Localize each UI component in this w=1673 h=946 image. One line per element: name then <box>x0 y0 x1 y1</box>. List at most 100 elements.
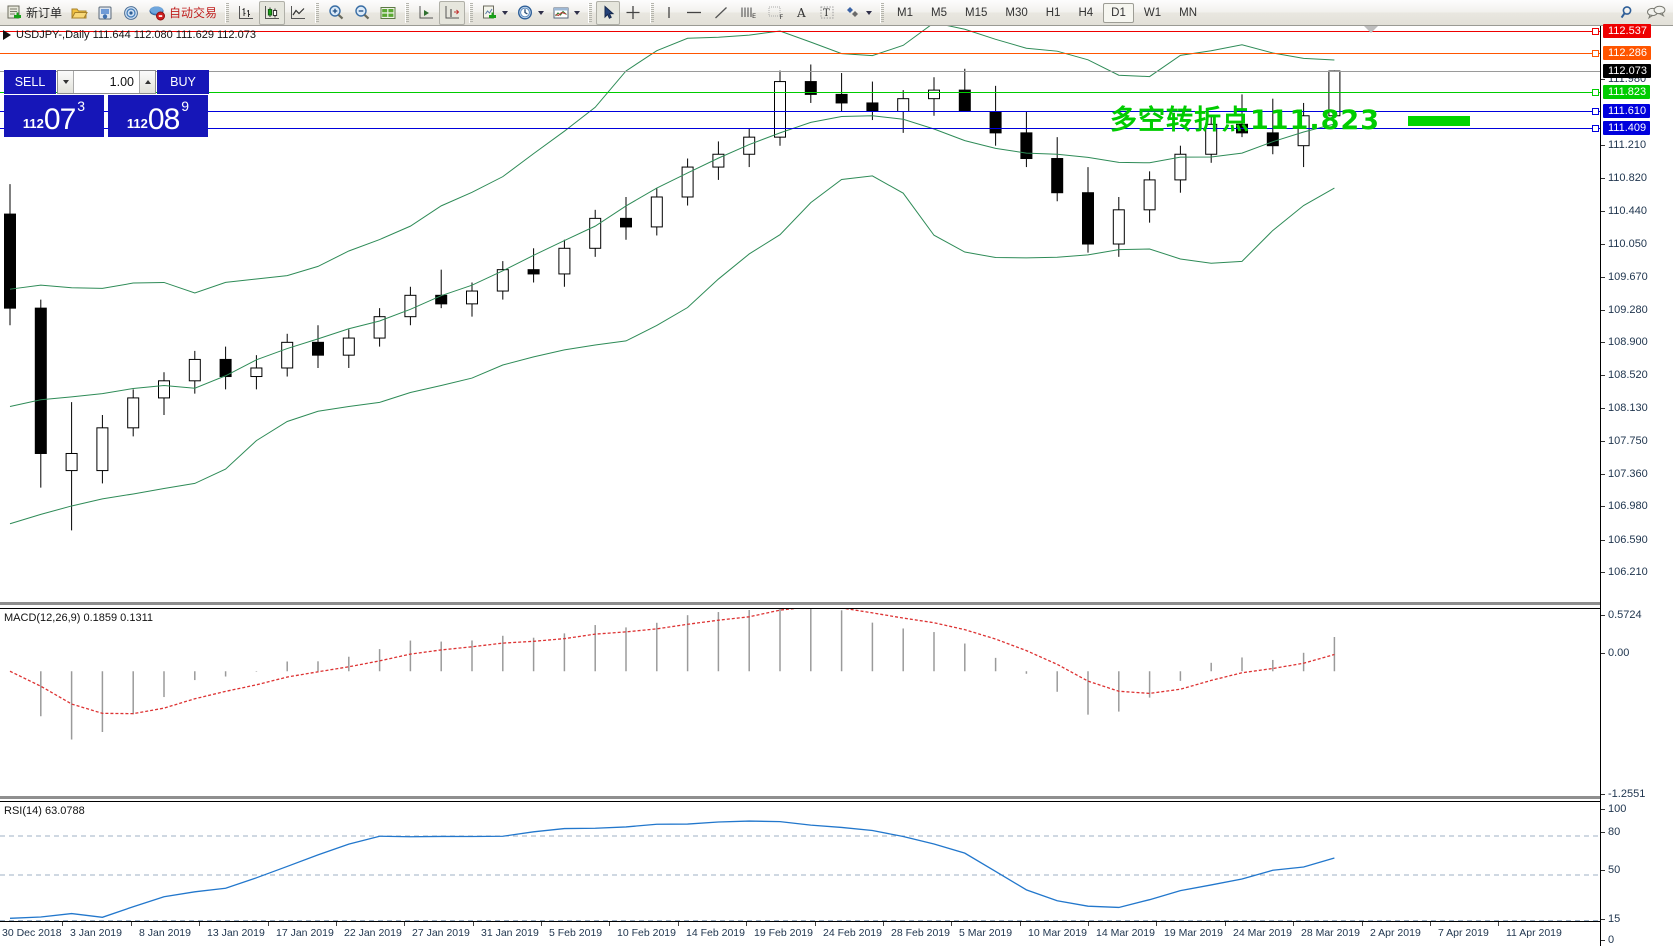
svg-text:E: E <box>752 12 756 20</box>
macd-signal-line <box>9 606 1335 715</box>
timeframe-h1[interactable]: H1 <box>1045 6 1061 19</box>
shift-end-button[interactable] <box>413 1 439 25</box>
zoom-out-button[interactable] <box>349 1 375 25</box>
folder-button[interactable] <box>66 1 92 25</box>
price-tick: 106.210 <box>1601 566 1673 579</box>
chevron-down-icon-2[interactable] <box>538 10 545 15</box>
fibo-icon: E <box>741 7 756 20</box>
sell-price-main: 07 <box>43 103 76 136</box>
one-click-trading-panel[interactable]: SELL 1.00 BUY 112 07 3 <box>4 70 209 137</box>
text-label-button[interactable]: T <box>814 1 840 25</box>
tile-windows-button[interactable] <box>375 1 401 25</box>
price-badge[interactable]: 112.537 <box>1603 24 1651 39</box>
line-chart-button[interactable] <box>285 1 311 25</box>
tile-windows-icon <box>380 6 396 19</box>
objects-button[interactable] <box>840 1 876 25</box>
price-badge[interactable]: 112.286 <box>1603 45 1651 60</box>
price-tick: 110.050 <box>1601 238 1673 251</box>
fibonacci-button[interactable]: E <box>734 1 762 25</box>
level-line-112.073[interactable] <box>0 71 1600 73</box>
sell-button[interactable]: SELL <box>4 70 56 94</box>
volume-value[interactable]: 1.00 <box>109 75 134 89</box>
pane-separator-1 <box>0 602 1600 605</box>
level-line-111.823[interactable] <box>0 92 1600 94</box>
hline-button[interactable] <box>680 1 708 25</box>
timeframe-d1[interactable]: D1 <box>1103 2 1134 23</box>
vline-button[interactable] <box>658 1 680 25</box>
profile-icon <box>98 6 112 19</box>
buy-price-display[interactable]: 112 08 9 <box>108 95 208 137</box>
candlestick-chart-button[interactable] <box>259 0 286 25</box>
svg-text:F: F <box>780 13 784 21</box>
price-pane[interactable] <box>0 22 1600 586</box>
trendline-button[interactable] <box>708 1 734 25</box>
chart-area[interactable]: USDJPY-,Daily 111.644 112.080 111.629 11… <box>0 22 1673 946</box>
crosshair-button[interactable] <box>620 1 646 25</box>
chat-button[interactable] <box>1641 1 1671 25</box>
templates-button[interactable] <box>548 1 584 25</box>
level-line-112.286[interactable] <box>0 52 1600 54</box>
autotrade-button[interactable]: 自动交易 <box>144 1 221 25</box>
date-label: 5 Feb 2019 <box>540 922 603 939</box>
zoom-in-button[interactable] <box>323 1 349 25</box>
chart-title: USDJPY-,Daily 111.644 112.080 111.629 11… <box>16 29 256 41</box>
price-axis[interactable]: 111.980 111.210 110.820 110.440 110.050 109.6… <box>1600 24 1673 946</box>
text-button[interactable]: A <box>790 1 814 25</box>
volume-stepper[interactable]: 1.00 <box>57 70 156 94</box>
date-label: 10 Mar 2019 <box>1020 922 1087 939</box>
price-tick: 107.360 <box>1601 468 1673 481</box>
price-candles-svg <box>4 22 1341 531</box>
price-badge[interactable]: 111.823 <box>1603 85 1651 100</box>
date-label: 14 Mar 2019 <box>1088 922 1155 939</box>
macd-tick: -1.2551 <box>1601 788 1673 801</box>
timeframe-m5[interactable]: M5 <box>931 6 947 19</box>
volume-up-button[interactable] <box>139 71 155 93</box>
timeframe-w1[interactable]: W1 <box>1143 6 1162 19</box>
bar-chart-button[interactable] <box>233 1 259 25</box>
line-chart-icon <box>291 6 306 19</box>
chevron-down-icon-3[interactable] <box>574 10 581 15</box>
timeframe-h4[interactable]: H4 <box>1078 6 1094 19</box>
timeframe-m1[interactable]: M1 <box>897 6 914 19</box>
level-handle[interactable] <box>1592 28 1599 36</box>
timeframe-group: M1 M5 M15 M30 H1 H4 D1 W1 MN <box>888 2 1206 23</box>
rsi-tick: 0 <box>1601 934 1673 946</box>
level-handle[interactable] <box>1592 89 1599 97</box>
price-badge[interactable]: 111.610 <box>1603 103 1651 118</box>
timeframe-m15[interactable]: M15 <box>965 6 988 19</box>
price-badge[interactable]: 111.409 <box>1603 120 1651 135</box>
period-button[interactable] <box>512 1 548 25</box>
chart-expand-icon[interactable] <box>3 30 11 40</box>
auto-scroll-button[interactable] <box>439 0 466 25</box>
chevron-down-icon-4[interactable] <box>866 10 873 15</box>
level-line-111.409[interactable] <box>0 127 1600 129</box>
level-handle[interactable] <box>1592 49 1599 57</box>
bb-lower <box>9 175 1335 525</box>
level-line-112.537[interactable] <box>0 31 1600 33</box>
price-badge[interactable]: 112.073 <box>1603 64 1651 79</box>
timeframe-m30[interactable]: M30 <box>1005 6 1028 19</box>
profile-button[interactable] <box>92 1 118 25</box>
turning-point-annotation: 多空转折点111.823 <box>1110 105 1380 136</box>
level-line-111.61[interactable] <box>0 110 1600 112</box>
new-chart-button[interactable] <box>477 1 512 25</box>
sell-price-display[interactable]: 112 07 3 <box>4 95 104 137</box>
level-handle[interactable] <box>1592 124 1599 132</box>
macd-pane[interactable] <box>0 596 1600 798</box>
signals-button[interactable] <box>118 1 144 25</box>
crosshair-icon <box>626 6 640 19</box>
level-handle[interactable] <box>1592 107 1599 115</box>
date-label: 17 Jan 2019 <box>268 922 334 939</box>
equidistant-button[interactable]: F <box>762 1 790 25</box>
chevron-down-icon[interactable] <box>502 10 509 15</box>
sell-price-sup: 3 <box>77 98 86 114</box>
timeframe-mn[interactable]: MN <box>1179 6 1197 19</box>
cursor-button[interactable] <box>596 0 621 25</box>
new-order-button[interactable]: 新订单 <box>2 1 66 25</box>
buy-button[interactable]: BUY <box>157 70 209 94</box>
search-button[interactable] <box>1615 1 1641 25</box>
rsi-svg <box>0 820 1600 921</box>
bb-middle <box>9 115 1335 407</box>
rsi-tick: 15 <box>1601 913 1673 926</box>
volume-down-button[interactable] <box>58 71 74 93</box>
